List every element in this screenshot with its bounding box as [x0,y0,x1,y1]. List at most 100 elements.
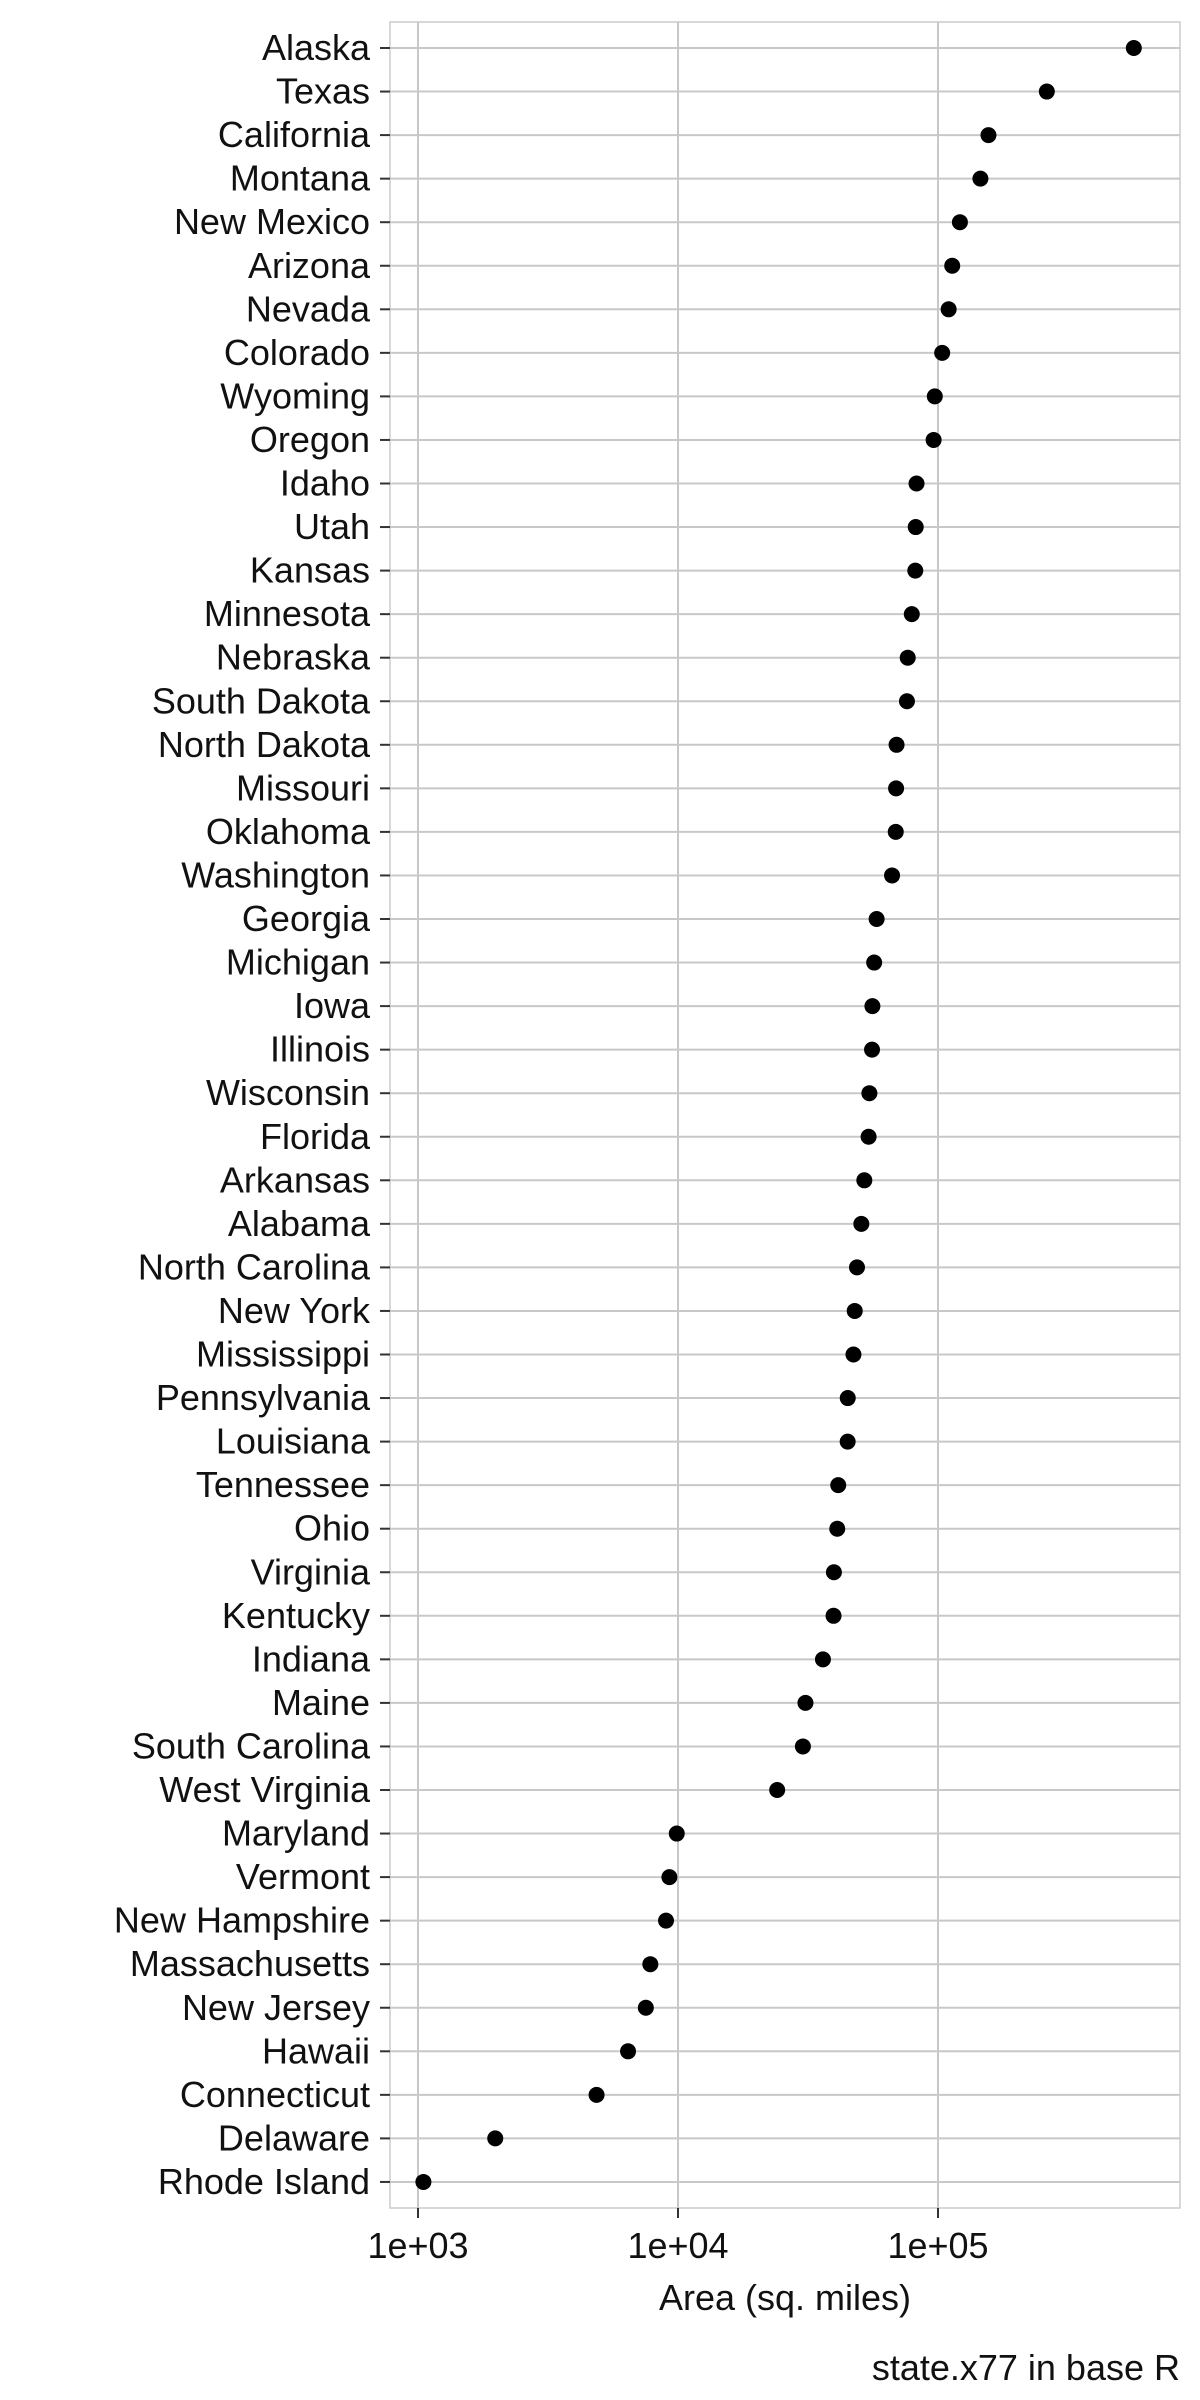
data-point [888,780,905,797]
data-point [899,649,916,666]
y-tick-label: Illinois [270,1029,370,1070]
y-tick-label: Montana [230,158,371,199]
y-tick-label: Florida [260,1116,371,1157]
y-tick-label: Delaware [218,2117,370,2158]
y-tick-label: Tennessee [196,1464,370,1505]
y-tick-label: New Jersey [182,1987,370,2028]
data-point [769,1782,786,1798]
y-tick-label: Iowa [294,985,371,1026]
y-tick-label: Georgia [242,898,371,939]
y-tick-label: Alaska [262,27,371,68]
data-point [658,1912,675,1929]
data-point [1125,40,1142,56]
x-axis-ticks: 1e+03 1e+04 1e+05 [367,2208,989,2266]
panel-border [389,21,1181,2209]
y-tick-label: Texas [276,71,370,112]
data-point [908,475,925,492]
x-tick-label: 1e+04 [627,2225,728,2266]
data-point [846,1302,863,1319]
data-point [888,736,905,753]
data-point [925,431,942,448]
data-point [797,1694,814,1711]
y-tick-label: Mississippi [196,1334,370,1375]
data-point [848,1259,865,1276]
y-tick-label: Virginia [251,1551,371,1592]
y-tick-label: Maine [272,1682,370,1723]
data-points [415,40,1142,2190]
y-tick-label: South Carolina [132,1725,371,1766]
data-point [487,2130,504,2147]
data-point [860,1128,877,1145]
data-point [794,1738,811,1755]
y-tick-label: Indiana [252,1638,371,1679]
data-point [951,214,968,231]
panel-background [390,22,1180,2208]
y-tick-label: Oregon [250,419,370,460]
data-point [1038,83,1055,100]
data-point [853,1215,870,1232]
data-point [868,911,885,927]
data-point [972,170,989,187]
y-tick-label: Kansas [250,550,370,591]
data-point [861,1085,878,1102]
y-tick-label: Utah [294,506,370,547]
data-point [884,867,901,884]
data-point [620,2043,637,2060]
data-point [944,257,961,274]
data-point [864,1041,881,1058]
data-point [934,344,951,361]
y-tick-label: Rhode Island [158,2161,370,2202]
y-tick-label: New Mexico [174,201,370,242]
y-tick-label: Massachusetts [130,1943,370,1984]
data-point [825,1564,842,1581]
data-point [926,388,943,405]
data-point [887,823,904,840]
y-tick-label: Michigan [226,942,370,983]
y-tick-label: Idaho [280,463,370,504]
y-tick-label: Alabama [228,1203,371,1244]
data-point [668,1825,685,1842]
y-tick-label: Maryland [222,1813,370,1854]
data-point [661,1869,678,1886]
y-tick-label: New York [218,1290,371,1331]
y-tick-label: Connecticut [180,2074,370,2115]
y-tick-label: North Dakota [158,724,371,765]
y-tick-label: Nebraska [216,637,371,678]
data-point [637,1999,654,2016]
x-axis-title: Area (sq. miles) [659,2277,911,2318]
y-tick-label: California [218,114,371,155]
data-point [907,519,924,536]
data-point [845,1346,862,1363]
y-tick-label: North Carolina [138,1246,371,1287]
data-point [839,1390,856,1407]
data-point [830,1477,847,1494]
data-point [907,562,924,579]
y-tick-label: Wisconsin [206,1072,370,1113]
data-point [864,998,881,1015]
y-tick-label: Wyoming [220,375,370,416]
gridlines [389,21,1181,2209]
data-point [839,1433,856,1450]
data-point [903,606,920,623]
data-point [825,1607,842,1624]
data-point [415,2173,432,2190]
y-tick-label: South Dakota [152,680,371,721]
y-tick-label: Arkansas [220,1159,370,1200]
y-tick-label: Hawaii [262,2030,370,2071]
data-point [588,2086,605,2103]
y-tick-label: Louisiana [216,1421,371,1462]
data-point [814,1651,831,1668]
y-tick-label: Vermont [236,1856,370,1897]
y-tick-label: Washington [181,854,370,895]
data-point [898,693,915,710]
data-point [980,127,997,144]
x-tick-label: 1e+03 [367,2225,468,2266]
data-point [642,1956,659,1973]
y-tick-label: Arizona [248,245,371,286]
y-tick-label: Nevada [246,288,371,329]
x-tick-label: 1e+05 [887,2225,988,2266]
y-tick-label: Ohio [294,1508,370,1549]
y-tick-label: Pennsylvania [156,1377,371,1418]
